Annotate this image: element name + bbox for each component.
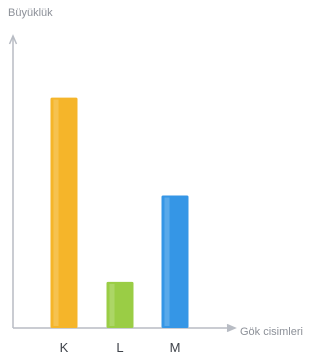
x-tick-label-l: L [116, 340, 123, 355]
y-axis-arrow [8, 34, 18, 45]
x-axis-arrow [226, 323, 237, 333]
bar-highlight-k [53, 99, 59, 326]
bars [50, 97, 189, 328]
x-axis-label: Gök cisimleri [240, 326, 303, 338]
bar-k [50, 97, 78, 328]
bar-highlight-l [109, 283, 115, 326]
x-tick-label-k: K [60, 340, 69, 355]
bar-l [106, 281, 134, 328]
y-axis-label: Büyüklük [8, 7, 53, 19]
x-tick-labels: K L M [60, 340, 181, 355]
x-tick-label-m: M [170, 340, 181, 355]
bar-m [161, 195, 189, 328]
bar-highlight-m [164, 197, 170, 326]
